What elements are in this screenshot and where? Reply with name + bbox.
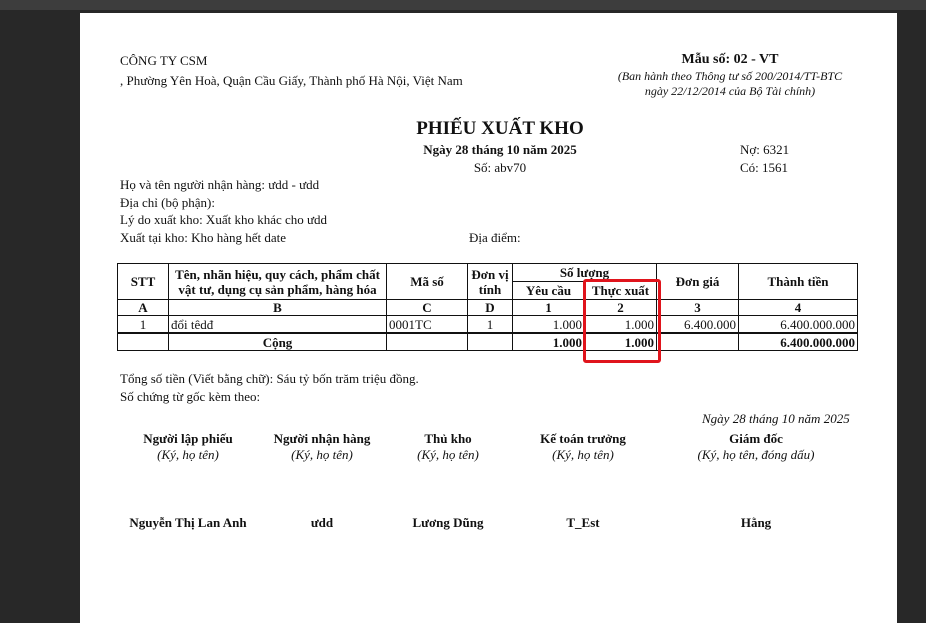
total-row: Cộng 1.000 1.000 6.400.000.000: [117, 332, 858, 351]
signature-role: Kế toán trưởng: [540, 431, 626, 446]
total-empty: [386, 332, 468, 351]
header-name-line1: Tên, nhãn hiệu, quy cách, phẩm chất: [175, 266, 380, 282]
total-in-words: Tổng số tiền (Viết bằng chữ): Sáu tỷ bốn…: [120, 371, 419, 386]
signature-note: (Ký, họ tên): [417, 447, 479, 462]
signature-note: (Ký, họ tên): [291, 447, 353, 462]
total-empty: [117, 332, 169, 351]
cell-amount: 6.400.000.000: [738, 315, 858, 334]
header-amount: Thành tiền: [738, 263, 858, 300]
page-title: PHIẾU XUẤT KHO: [416, 118, 584, 139]
reason: Lý do xuất kho: Xuất kho khác cho ưdd: [120, 212, 328, 227]
cell-requested: 1.000: [512, 315, 585, 334]
signature-name: Hằng: [740, 515, 772, 530]
debit-account: Nợ: 6321: [740, 142, 790, 157]
signature-name: ưdd: [310, 515, 334, 530]
cell-stt: 1: [117, 315, 169, 334]
form-issued-1: (Ban hành theo Thông tư số 200/2014/TT-B…: [617, 69, 843, 83]
highlight-box: [583, 279, 661, 363]
warehouse: Xuất tại kho: Kho hàng hết date: [120, 230, 287, 245]
letter-c: C: [386, 299, 468, 316]
cell-price: 6.400.000: [656, 315, 739, 334]
signature-chief-accountant: Kế toán trưởng (Ký, họ tên) T_Est: [508, 431, 658, 531]
company-name: CÔNG TY CSM: [120, 53, 208, 68]
items-table: STT Tên, nhãn hiệu, quy cách, phẩm chất v…: [117, 263, 858, 351]
form-code: Mẫu số: 02 - VT: [681, 52, 779, 67]
document-date: Ngày 28 tháng 10 năm 2025: [423, 142, 577, 157]
total-actual: 1.000: [584, 332, 657, 351]
header-unit-line1: Đơn vị: [471, 266, 509, 282]
credit-account: Có: 1561: [740, 160, 789, 175]
signature-note: (Ký, họ tên): [157, 447, 219, 462]
total-empty: [467, 332, 513, 351]
header-price: Đơn giá: [656, 263, 739, 300]
letter-1: 1: [512, 299, 585, 316]
signature-preparer: Người lập phiếu (Ký, họ tên) Nguyễn Thị La…: [113, 431, 263, 531]
cell-unit: 1: [467, 315, 513, 334]
total-label: Cộng: [168, 332, 387, 351]
form-issued-2: ngày 22/12/2014 của Bộ Tài chính): [644, 84, 816, 98]
header-code: Mã số: [386, 263, 468, 300]
letter-d: D: [467, 299, 513, 316]
cell-name: đổi têdđ: [168, 315, 387, 334]
signature-role: Thủ kho: [424, 431, 472, 446]
company-address: , Phường Yên Hoà, Quận Cầu Giấy, Thành p…: [120, 73, 463, 88]
header-stt: STT: [117, 263, 169, 300]
signature-role: Người lập phiếu: [143, 431, 233, 446]
signature-storekeeper: Thủ kho (Ký, họ tên) Lương Dũng: [373, 431, 523, 531]
signature-role: Giám đốc: [729, 431, 783, 446]
total-requested: 1.000: [512, 332, 585, 351]
header-name-line2: vật tư, dụng cụ sản phẩm, hàng hóa: [178, 281, 377, 297]
header-requested: Yêu cầu: [512, 281, 585, 300]
cell-code: 0001TC: [386, 315, 468, 334]
letter-b: B: [168, 299, 387, 316]
letter-3: 3: [656, 299, 739, 316]
address: Địa chỉ (bộ phận):: [120, 195, 215, 210]
viewer-toolbar: [0, 0, 926, 10]
total-amount: 6.400.000.000: [738, 332, 858, 351]
signature-name: Lương Dũng: [412, 515, 484, 530]
table-row: 1 đổi têdđ 0001TC 1 1.000 1.000 6.400.00…: [117, 315, 858, 334]
signature-receiver: Người nhận hàng (Ký, họ tên) ưdd: [247, 431, 397, 531]
signature-name: Nguyễn Thị Lan Anh: [129, 515, 247, 530]
location: Địa điểm:: [469, 230, 521, 245]
total-empty: [656, 332, 739, 351]
sign-date: Ngày 28 tháng 10 năm 2025: [702, 411, 850, 426]
header-name: Tên, nhãn hiệu, quy cách, phẩm chất vật t…: [168, 263, 387, 300]
document-number: Số: abv70: [473, 160, 527, 175]
signature-name: T_Est: [566, 515, 600, 530]
signature-note: (Ký, họ tên, đóng dấu): [697, 447, 815, 462]
letter-a: A: [117, 299, 169, 316]
letter-4: 4: [738, 299, 858, 316]
attached-docs: Số chứng từ gốc kèm theo:: [120, 389, 261, 404]
receiver: Họ và tên người nhận hàng: ưdd - ưdd: [120, 177, 320, 192]
signature-director: Giám đốc (Ký, họ tên, đóng dấu) Hằng: [681, 431, 831, 531]
document-page: CÔNG TY CSM , Phường Yên Hoà, Quận Cầu G…: [80, 13, 897, 623]
header-unit: Đơn vị tính: [467, 263, 513, 300]
signature-note: (Ký, họ tên): [552, 447, 614, 462]
header-unit-line2: tính: [478, 281, 502, 297]
signature-role: Người nhận hàng: [273, 431, 371, 446]
